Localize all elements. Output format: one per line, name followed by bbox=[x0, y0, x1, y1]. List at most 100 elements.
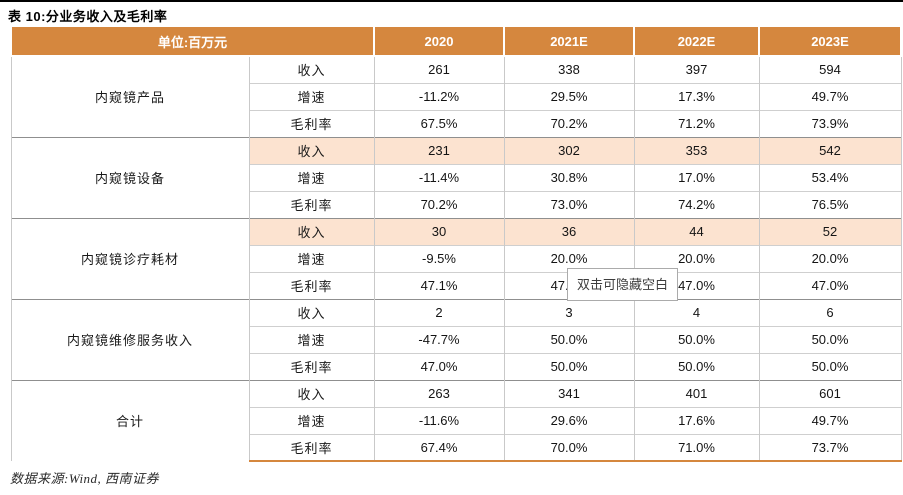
cell-value: 594 bbox=[758, 55, 902, 83]
cell-value: 397 bbox=[633, 55, 760, 83]
cell-value: 29.6% bbox=[503, 406, 635, 434]
metric-label: 增速 bbox=[248, 82, 375, 110]
cell-value: 601 bbox=[758, 379, 902, 407]
metric-label: 毛利率 bbox=[248, 433, 375, 462]
metric-label: 毛利率 bbox=[248, 352, 375, 380]
cell-value: 70.2% bbox=[373, 190, 505, 218]
cell-value: 47.0% bbox=[373, 352, 505, 380]
metric-label: 收入 bbox=[248, 217, 375, 245]
cell-value: 20.0% bbox=[503, 244, 635, 272]
cell-value: 67.5% bbox=[373, 109, 505, 137]
table-row: 毛利率 70.2% 73.0% 74.2% 76.5% bbox=[11, 190, 902, 218]
cell-value: -11.2% bbox=[373, 82, 505, 110]
cell-value: 50.0% bbox=[758, 325, 902, 353]
cell-value: 30 bbox=[373, 217, 505, 245]
cell-value: 50.0% bbox=[503, 352, 635, 380]
cell-value: 53.4% bbox=[758, 163, 902, 191]
metric-label: 收入 bbox=[248, 298, 375, 326]
cell-value: 4 bbox=[633, 298, 760, 326]
table-row: 毛利率 67.4% 70.0% 71.0% 73.7% bbox=[11, 433, 902, 462]
cell-value: 71.2% bbox=[633, 109, 760, 137]
cell-value: 49.7% bbox=[758, 82, 902, 110]
table-row: 内窥镜维修服务收入 收入 2 3 4 6 bbox=[10, 298, 902, 380]
cell-value: 261 bbox=[373, 55, 505, 83]
hide-blank-tooltip: 双击可隐藏空白 bbox=[567, 268, 678, 301]
unit-header-cell: 单位:百万元 bbox=[10, 27, 375, 57]
table-row: 增速 -11.4% 30.8% 17.0% 53.4% bbox=[11, 163, 902, 191]
cell-value: 47.0% bbox=[758, 271, 902, 299]
table-row: 内窥镜诊疗耗材 收入 30 36 44 52 bbox=[10, 217, 902, 299]
cell-value: 17.6% bbox=[633, 406, 760, 434]
cell-value: 44 bbox=[633, 217, 760, 245]
cell-value: 17.0% bbox=[633, 163, 760, 191]
cell-value: 401 bbox=[633, 379, 760, 407]
cell-value: 341 bbox=[503, 379, 635, 407]
group-label-endoscope-repair-service: 内窥镜维修服务收入 bbox=[10, 298, 250, 380]
cell-value: 29.5% bbox=[503, 82, 635, 110]
cell-value: 542 bbox=[758, 136, 902, 164]
table-row: 毛利率 67.5% 70.2% 71.2% 73.9% bbox=[11, 109, 902, 137]
table-row: 内窥镜产品 收入 261 338 397 594 bbox=[10, 55, 902, 137]
metric-label: 增速 bbox=[248, 406, 375, 434]
cell-value: -11.4% bbox=[373, 163, 505, 191]
group-label-endoscope-products: 内窥镜产品 bbox=[10, 55, 250, 137]
group-label-endoscope-equipment: 内窥镜设备 bbox=[10, 136, 250, 218]
metric-label: 收入 bbox=[248, 136, 375, 164]
cell-value: 73.7% bbox=[758, 433, 902, 462]
metric-label: 收入 bbox=[248, 379, 375, 407]
cell-value: 2 bbox=[373, 298, 505, 326]
cell-value: 73.0% bbox=[503, 190, 635, 218]
cell-value: 76.5% bbox=[758, 190, 902, 218]
year-header-2020: 2020 bbox=[373, 27, 505, 57]
cell-value: 3 bbox=[503, 298, 635, 326]
data-source-note: 数据来源:Wind, 西南证券 bbox=[10, 471, 160, 486]
metric-label: 毛利率 bbox=[248, 271, 375, 299]
cell-value: 52 bbox=[758, 217, 902, 245]
metric-label: 毛利率 bbox=[248, 109, 375, 137]
cell-value: -47.7% bbox=[373, 325, 505, 353]
table-row: 增速 -11.6% 29.6% 17.6% 49.7% bbox=[11, 406, 902, 434]
cell-value: 20.0% bbox=[633, 244, 760, 272]
table-row: 合计 收入 263 341 401 601 bbox=[10, 379, 902, 461]
group-label-endoscope-consumables: 内窥镜诊疗耗材 bbox=[10, 217, 250, 299]
year-header-2021e: 2021E bbox=[503, 27, 635, 57]
cell-value: 70.2% bbox=[503, 109, 635, 137]
cell-value: 50.0% bbox=[758, 352, 902, 380]
cell-value: 231 bbox=[373, 136, 505, 164]
cell-value: 73.9% bbox=[758, 109, 902, 137]
cell-value: 20.0% bbox=[758, 244, 902, 272]
table-header-row: 单位:百万元 2020 2021E 2022E 2023E bbox=[10, 27, 902, 57]
metric-label: 增速 bbox=[248, 325, 375, 353]
table-row: 增速 -9.5% 20.0% 20.0% 20.0% bbox=[11, 244, 902, 272]
cell-value: 71.0% bbox=[633, 433, 760, 462]
cell-value: 17.3% bbox=[633, 82, 760, 110]
year-header-2023e: 2023E bbox=[758, 27, 902, 57]
cell-value: 302 bbox=[503, 136, 635, 164]
cell-value: 50.0% bbox=[503, 325, 635, 353]
cell-value: 49.7% bbox=[758, 406, 902, 434]
cell-value: -11.6% bbox=[373, 406, 505, 434]
metric-label: 毛利率 bbox=[248, 190, 375, 218]
metric-label: 增速 bbox=[248, 244, 375, 272]
cell-value: 50.0% bbox=[633, 352, 760, 380]
group-label-total: 合计 bbox=[10, 379, 250, 461]
cell-value: 338 bbox=[503, 55, 635, 83]
cell-value: 70.0% bbox=[503, 433, 635, 462]
cell-value: -9.5% bbox=[373, 244, 505, 272]
cell-value: 74.2% bbox=[633, 190, 760, 218]
year-header-2022e: 2022E bbox=[633, 27, 760, 57]
table-row: 内窥镜设备 收入 231 302 353 542 bbox=[10, 136, 902, 218]
cell-value: 353 bbox=[633, 136, 760, 164]
top-divider-line bbox=[0, 0, 903, 2]
cell-value: 47.1% bbox=[373, 271, 505, 299]
table-row: 增速 -11.2% 29.5% 17.3% 49.7% bbox=[11, 82, 902, 110]
cell-value: 67.4% bbox=[373, 433, 505, 462]
metric-label: 增速 bbox=[248, 163, 375, 191]
cell-value: 30.8% bbox=[503, 163, 635, 191]
cell-value: 36 bbox=[503, 217, 635, 245]
segment-revenue-table[interactable]: 单位:百万元 2020 2021E 2022E 2023E 内窥镜产品 收入 2… bbox=[10, 27, 902, 462]
table-row: 增速 -47.7% 50.0% 50.0% 50.0% bbox=[11, 325, 902, 353]
table-row: 毛利率 47.0% 50.0% 50.0% 50.0% bbox=[11, 352, 902, 380]
cell-value: 50.0% bbox=[633, 325, 760, 353]
table-title: 表 10:分业务收入及毛利率 bbox=[8, 9, 168, 24]
